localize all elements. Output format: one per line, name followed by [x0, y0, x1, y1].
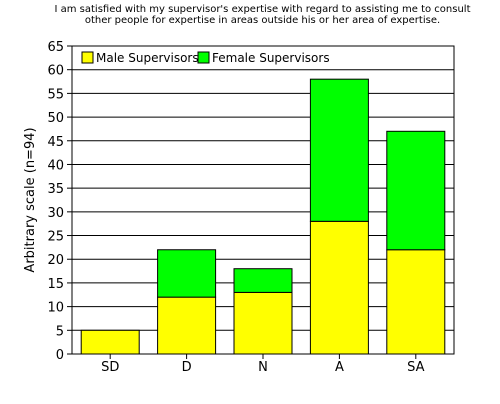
y-axis-label: Arbitrary scale (n=94)	[23, 127, 38, 272]
chart-title: I am satisfied with my supervisor's expe…	[54, 4, 471, 26]
y-tick-label: 15	[47, 277, 64, 292]
plot-frame	[71, 45, 455, 355]
x-tick-label: D	[182, 360, 192, 375]
y-tick-label: 65	[47, 40, 64, 55]
bar-male-a	[309, 220, 369, 355]
y-tick-label: 30	[47, 206, 64, 221]
y-tick-label: 5	[56, 324, 64, 339]
legend-swatch	[81, 51, 94, 64]
y-tick-label: 45	[47, 135, 64, 150]
x-tick-label: SA	[407, 360, 424, 375]
bar-male-d	[157, 296, 217, 355]
legend-swatch	[197, 51, 210, 64]
y-tick-label: 0	[56, 348, 64, 363]
y-tick-label: 35	[47, 182, 64, 197]
y-tick-label: 20	[47, 253, 64, 268]
y-tick-label: 50	[47, 111, 64, 126]
bar-female-a	[309, 78, 369, 222]
bar-female-sa	[386, 130, 446, 251]
bar-male-n	[233, 291, 293, 355]
x-tick-label: SD	[101, 360, 119, 375]
y-tick-label: 55	[47, 87, 64, 102]
x-tick-label: N	[258, 360, 268, 375]
bar-male-sa	[386, 249, 446, 355]
y-tick-label: 25	[47, 230, 64, 245]
legend-label: Female Supervisors	[212, 51, 330, 65]
bar-female-n	[233, 268, 293, 293]
bar-female-d	[157, 249, 217, 298]
x-tick-label: A	[335, 360, 344, 375]
y-tick-label: 10	[47, 301, 64, 316]
bar-male-sd	[80, 329, 140, 355]
legend-label: Male Supervisors	[96, 51, 199, 65]
y-tick-label: 40	[47, 158, 64, 173]
y-tick-label: 60	[47, 64, 64, 79]
